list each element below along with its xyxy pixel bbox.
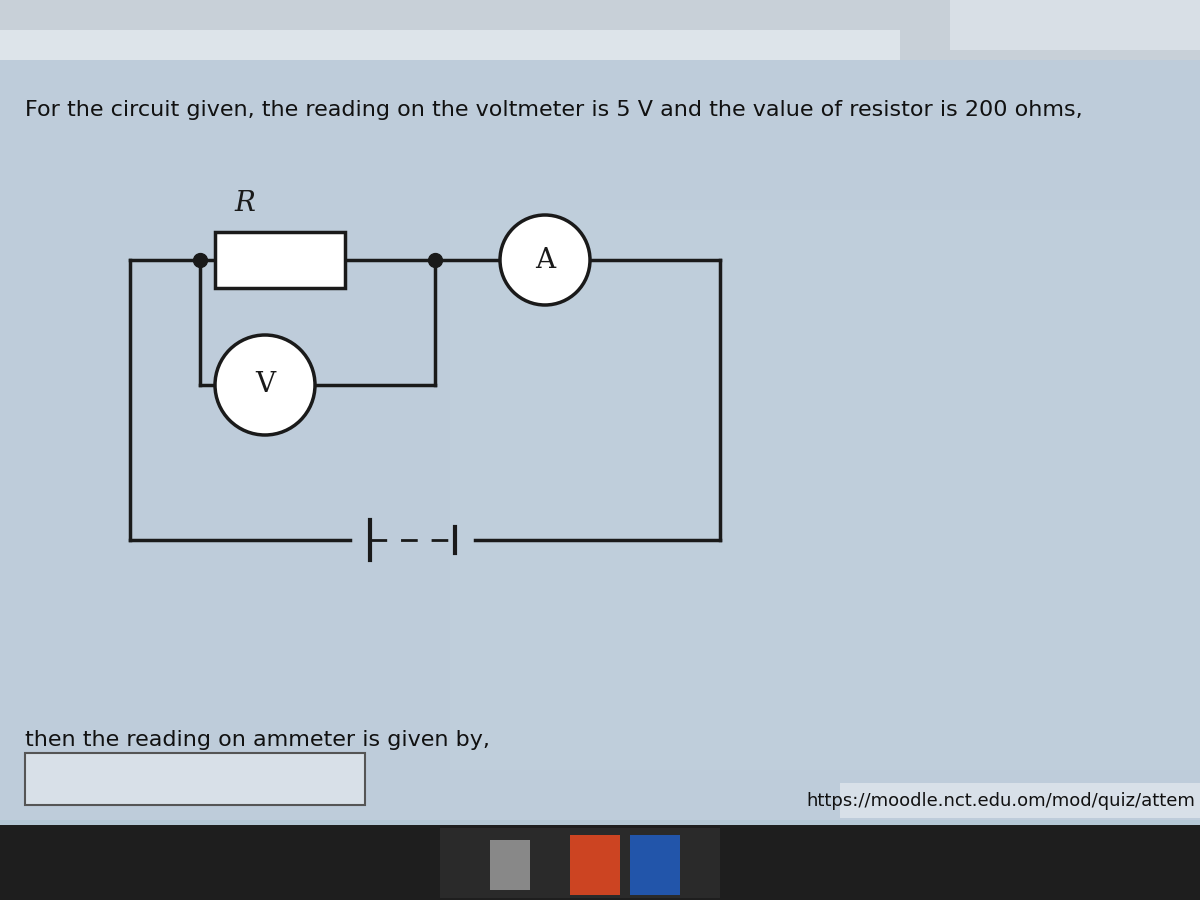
Text: R: R (234, 190, 256, 217)
Text: then the reading on ammeter is given by,: then the reading on ammeter is given by, (25, 730, 490, 750)
Bar (25, 753, 365, 805)
Bar (0, 0, 1200, 80)
Circle shape (215, 335, 314, 435)
Bar (450, 210, 1200, 770)
Bar (215, 232, 346, 288)
Text: https://moodle.nct.edu.om/mod/quiz/attem: https://moodle.nct.edu.om/mod/quiz/attem (806, 792, 1195, 810)
Bar (0, 60, 1200, 820)
Bar (0, 30, 900, 60)
Bar (840, 783, 1200, 818)
Bar (950, 0, 1200, 50)
Bar (490, 840, 530, 890)
Bar (0, 825, 1200, 900)
Bar (440, 828, 720, 898)
Bar (630, 835, 680, 895)
Text: A: A (535, 247, 556, 274)
Bar (570, 835, 620, 895)
Circle shape (500, 215, 590, 305)
Text: For the circuit given, the reading on the voltmeter is 5 V and the value of resi: For the circuit given, the reading on th… (25, 100, 1082, 120)
Text: V: V (254, 372, 275, 399)
